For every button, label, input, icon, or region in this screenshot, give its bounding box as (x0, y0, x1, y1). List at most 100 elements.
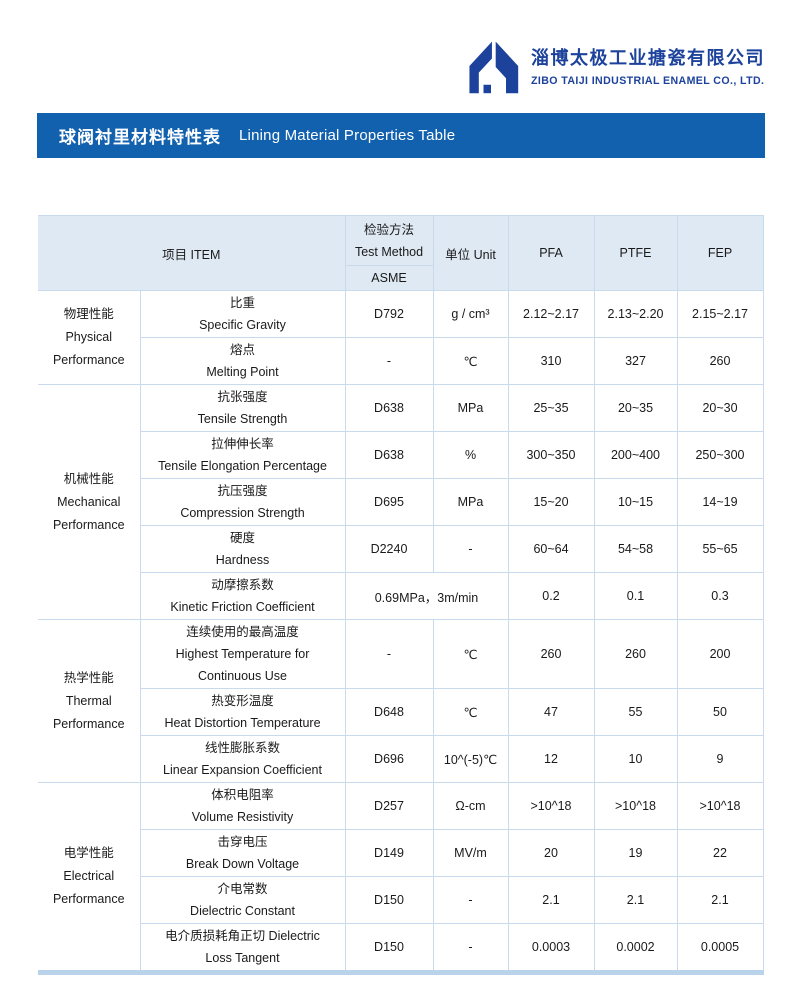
value-cell-fep: 0.0005 (676, 923, 764, 973)
table-row: 介电常数 Dielectric Constant D150 - 2.1 2.1 … (38, 876, 764, 924)
item-name-cell: 电介质损耗角正切 Dielectric Loss Tangent (139, 923, 346, 973)
item-name-zh: 击穿电压 (217, 835, 268, 849)
col-header-asme: ASME (344, 265, 434, 291)
test-method-cell: D149 (344, 829, 434, 877)
item-name-zh: 连续使用的最高温度 (186, 625, 299, 639)
category-en: Performance (52, 716, 125, 731)
item-name-zh: 体积电阻率 (211, 788, 274, 802)
value-cell-fep: 200 (676, 619, 764, 689)
item-name-cell: 介电常数 Dielectric Constant (139, 876, 346, 924)
company-logo: 淄博太极工业搪瓷有限公司 ZIBO TAIJI INDUSTRIAL ENAME… (461, 36, 765, 96)
category-en: Performance (52, 517, 125, 532)
item-name-en: Hardness (215, 553, 270, 567)
col-header-test-method: 检验方法 Test Method (344, 215, 434, 266)
item-name-en: Highest Temperature for (175, 647, 310, 661)
item-name-zh: 线性膨胀系数 (204, 741, 280, 755)
item-name-en: Kinetic Friction Coefficient (170, 600, 315, 614)
col-header-fep: FEP (676, 215, 764, 291)
item-name-zh: 硬度 (229, 531, 255, 545)
value-cell-pfa: 0.0003 (507, 923, 595, 973)
category-zh: 热学性能 (63, 670, 114, 685)
properties-table: 项目 ITEM 检验方法 Test Method 单位 Unit PFA PTF… (37, 215, 764, 975)
category-zh: 机械性能 (63, 471, 114, 486)
item-name-en: Heat Distortion Temperature (164, 716, 321, 730)
item-name-cell: 击穿电压 Break Down Voltage (139, 829, 346, 877)
value-cell-fep: 55~65 (676, 525, 764, 573)
item-name-zh: 介电常数 (217, 882, 268, 896)
table-row: 热变形温度 Heat Distortion Temperature D648 ℃… (38, 688, 764, 736)
item-name-zh: 电介质损耗角正切 Dielectric (165, 929, 320, 943)
unit-cell: ℃ (432, 688, 509, 736)
table-row: 熔点 Melting Point - ℃ 310 327 260 (38, 337, 764, 385)
table-row: 拉伸伸长率 Tensile Elongation Percentage D638… (38, 431, 764, 479)
value-cell-pfa: >10^18 (507, 782, 595, 830)
category-cell-mechanical: 机械性能 Mechanical Performance (37, 384, 141, 620)
value-cell-pfa: 0.2 (507, 572, 595, 620)
test-method-cell: D2240 (344, 525, 434, 573)
category-cell-electrical: 电学性能 Electrical Performance (37, 782, 141, 973)
value-cell-ptfe: 19 (593, 829, 678, 877)
item-name-en: Melting Point (206, 365, 279, 379)
item-name-cell: 连续使用的最高温度 Highest Temperature for Contin… (139, 619, 346, 689)
item-name-cell: 拉伸伸长率 Tensile Elongation Percentage (139, 431, 346, 479)
header-subrow: ASME (38, 265, 763, 291)
item-name-cell: 抗压强度 Compression Strength (139, 478, 346, 526)
unit-cell: Ω-cm (432, 782, 509, 830)
category-zh: 物理性能 (63, 307, 114, 321)
test-method-cell: D638 (344, 431, 434, 479)
category-zh: 电学性能 (63, 846, 114, 860)
category-en: Electrical (63, 869, 115, 883)
test-method-cell: D696 (344, 735, 434, 783)
value-cell-fep: 20~30 (676, 384, 764, 432)
table-row: 抗压强度 Compression Strength D695 MPa 15~20… (38, 478, 764, 526)
category-en: Physical (65, 330, 113, 344)
item-name-cell: 体积电阻率 Volume Resistivity (139, 782, 346, 830)
test-method-cell: - (344, 619, 434, 689)
test-method-label-zh: 检验方法 (363, 222, 414, 237)
item-name-zh: 动摩擦系数 (211, 578, 274, 592)
item-name-zh: 熔点 (229, 343, 255, 357)
value-cell-ptfe: >10^18 (593, 782, 678, 830)
col-header-pfa: PFA (507, 215, 595, 291)
value-cell-ptfe: 20~35 (593, 384, 678, 432)
test-method-cell: - (344, 337, 434, 385)
value-cell-fep: 0.3 (676, 572, 764, 620)
unit-cell: % (432, 431, 509, 479)
value-cell-fep: 2.1 (676, 876, 764, 924)
value-cell-pfa: 2.12~2.17 (507, 290, 595, 338)
value-cell-pfa: 47 (507, 688, 595, 736)
test-condition-cell: 0.69MPa，3m/min (344, 572, 509, 620)
unit-cell: - (432, 876, 509, 924)
item-name-en: Volume Resistivity (191, 810, 294, 824)
test-method-cell: D150 (344, 923, 434, 973)
value-cell-ptfe: 260 (593, 619, 678, 689)
value-cell-ptfe: 200~400 (593, 431, 678, 479)
item-name-en: Linear Expansion Coefficient (163, 763, 322, 777)
item-name-zh: 拉伸伸长率 (211, 437, 274, 451)
item-name-zh: 比重 (229, 296, 255, 310)
item-name-cell: 硬度 Hardness (139, 525, 346, 573)
table-row: 硬度 Hardness D2240 - 60~64 54~58 55~65 (38, 525, 764, 573)
category-en: Mechanical (57, 494, 121, 509)
value-cell-pfa: 25~35 (507, 384, 595, 432)
table-row: 物理性能 Physical Performance 比重 Specific Gr… (37, 290, 764, 385)
value-cell-ptfe: 2.1 (593, 876, 678, 924)
table-row: 动摩擦系数 Kinetic Friction Coefficient 0.69M… (38, 572, 764, 620)
value-cell-ptfe: 2.13~2.20 (593, 290, 678, 338)
logo-icon (461, 36, 521, 96)
item-name-en: Compression Strength (180, 506, 305, 520)
value-cell-fep: 14~19 (676, 478, 764, 526)
item-name-en: Loss Tangent (205, 951, 280, 965)
test-method-cell: D792 (344, 290, 434, 338)
table-body: 物理性能 Physical Performance 比重 Specific Gr… (37, 290, 764, 973)
item-name-cell: 动摩擦系数 Kinetic Friction Coefficient (139, 572, 346, 620)
table-row: 电介质损耗角正切 Dielectric Loss Tangent D150 - … (38, 923, 764, 973)
table-row: 电学性能 Electrical Performance 体积电阻率 Volume… (37, 782, 764, 973)
unit-cell: MPa (432, 478, 509, 526)
category-en: Thermal (65, 693, 112, 708)
item-name-cell: 比重 Specific Gravity (139, 290, 346, 338)
test-method-cell: D257 (344, 782, 434, 830)
value-cell-ptfe: 54~58 (593, 525, 678, 573)
table-row: 线性膨胀系数 Linear Expansion Coefficient D696… (38, 735, 764, 783)
unit-cell: - (432, 525, 509, 573)
